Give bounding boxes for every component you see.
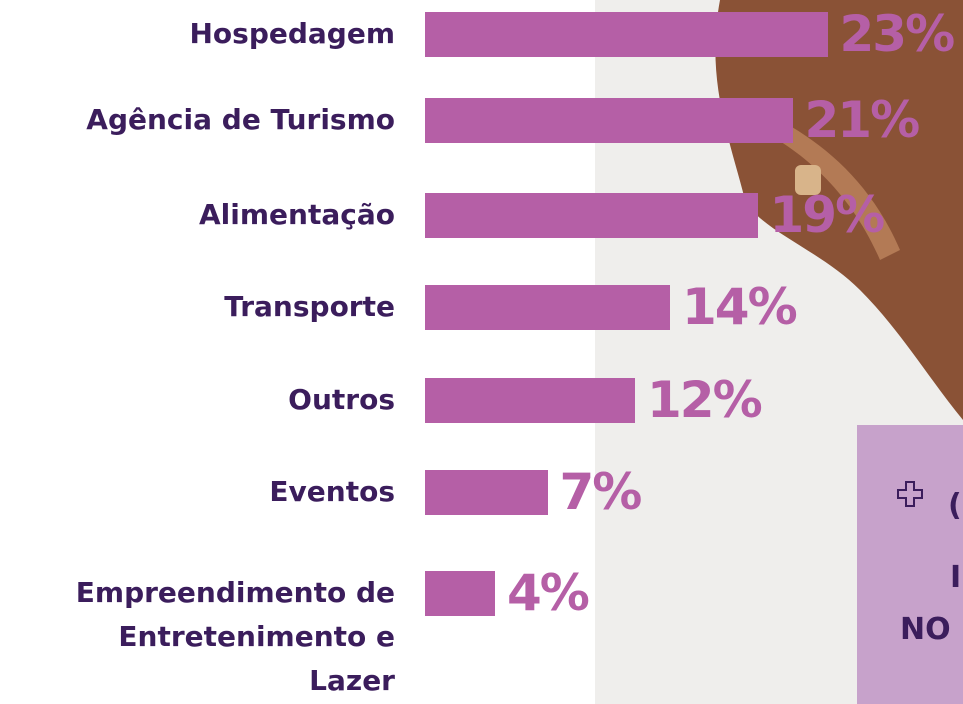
category-label: Agência de Turismo bbox=[86, 103, 395, 136]
bar bbox=[425, 193, 758, 238]
box-text: ( bbox=[948, 488, 962, 523]
side-box bbox=[857, 425, 963, 704]
category-label: Transporte bbox=[224, 290, 395, 323]
bar bbox=[425, 470, 548, 515]
bag-strap bbox=[760, 115, 900, 260]
plus-icon bbox=[897, 481, 923, 507]
value-label: 7% bbox=[559, 463, 643, 521]
value-label: 12% bbox=[647, 371, 763, 429]
category-label: Empreendimento de Entretenimento e Lazer bbox=[75, 576, 395, 697]
value-label: 4% bbox=[507, 564, 590, 622]
bar bbox=[425, 285, 670, 330]
category-label: Eventos bbox=[269, 475, 395, 508]
value-label: 23% bbox=[839, 5, 956, 63]
value-label: 21% bbox=[804, 91, 921, 149]
bar bbox=[425, 12, 828, 57]
category-label: Outros bbox=[288, 383, 395, 416]
value-label: 19% bbox=[769, 186, 886, 244]
bar bbox=[425, 98, 793, 143]
category-label: Alimentação bbox=[199, 198, 395, 231]
bag-buckle bbox=[795, 165, 821, 195]
bar bbox=[425, 378, 635, 423]
category-label: Hospedagem bbox=[189, 17, 395, 50]
bar bbox=[425, 571, 495, 616]
box-text: NO bbox=[900, 612, 951, 647]
box-text: I bbox=[950, 560, 962, 595]
value-label: 14% bbox=[682, 278, 798, 336]
